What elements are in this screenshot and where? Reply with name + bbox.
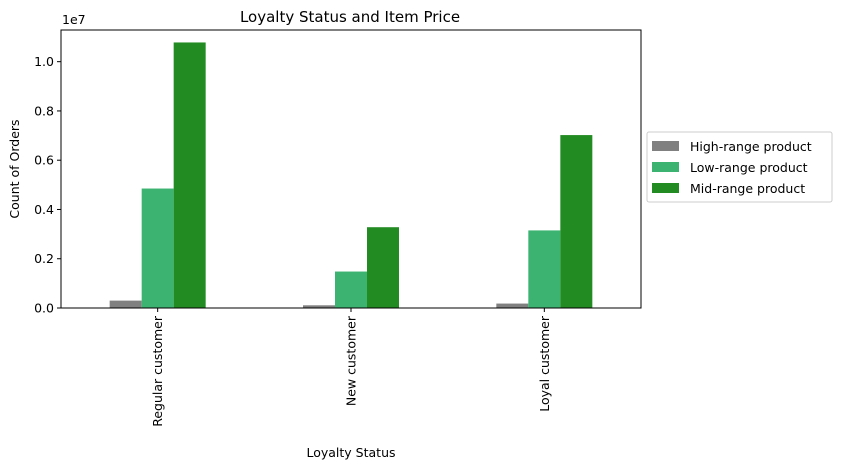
y-tick-label-4: 0.8 xyxy=(34,103,54,118)
bar-0-2 xyxy=(173,42,206,309)
x-tick-label-2: Loyal customer xyxy=(537,315,552,412)
x-tick-label-1: New customer xyxy=(344,315,359,406)
legend-swatch-1 xyxy=(652,162,679,172)
bar-1-2 xyxy=(367,227,399,308)
legend-frame xyxy=(646,131,833,203)
legend-swatch-0 xyxy=(652,141,679,151)
y-tick-label-2: 0.4 xyxy=(34,202,54,217)
y-tick-label-1: 0.2 xyxy=(34,251,54,266)
y-axis-title: Count of Orders xyxy=(7,119,22,218)
legend-label-0: High-range product xyxy=(690,139,812,154)
bar-2-0 xyxy=(496,303,529,308)
x-tick-label-0: Regular customer xyxy=(150,315,165,427)
legend-label-2: Mid-range product xyxy=(690,181,805,196)
y-tick-label-5: 1.0 xyxy=(34,54,54,69)
bar-0-1 xyxy=(141,188,174,308)
y-tick-label-0: 0.0 xyxy=(34,301,54,316)
bar-1-0 xyxy=(303,305,335,308)
bar-2-1 xyxy=(528,230,561,308)
bar-0-0 xyxy=(109,300,142,308)
legend: High-range product Low-range product Mid-r… xyxy=(646,131,833,203)
bar-2-2 xyxy=(560,135,593,308)
x-axis-title: Loyalty Status xyxy=(306,445,395,460)
y-scale-label: 1e7 xyxy=(62,12,86,27)
legend-label-1: Low-range product xyxy=(690,160,808,175)
legend-swatch-2 xyxy=(652,183,679,193)
bar-1-1 xyxy=(335,271,367,308)
chart-title: Loyalty Status and Item Price xyxy=(240,8,460,26)
y-tick-label-3: 0.6 xyxy=(34,153,54,168)
